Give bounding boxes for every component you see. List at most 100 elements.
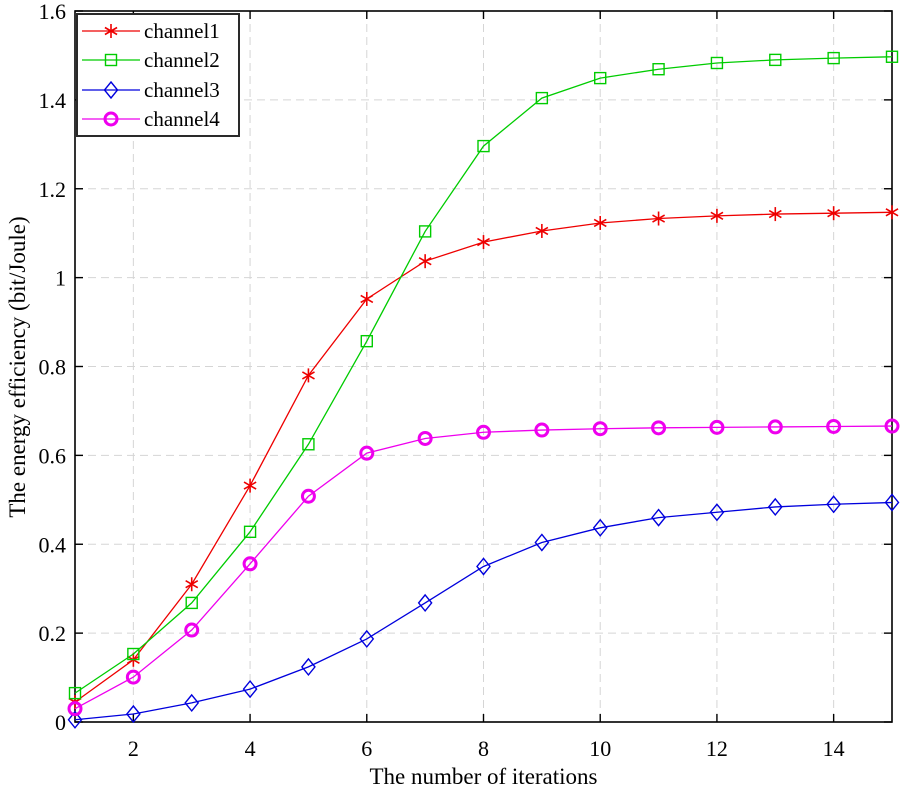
marker-diamond bbox=[767, 497, 783, 517]
y-tick-label: 1.4 bbox=[39, 88, 67, 113]
marker-circle bbox=[476, 424, 491, 440]
y-axis-label: The energy efficiency (bit/Joule) bbox=[5, 216, 30, 518]
marker-circle bbox=[125, 669, 141, 685]
series-line-channel3 bbox=[74, 501, 893, 721]
x-tick-label: 6 bbox=[361, 736, 372, 761]
y-tick-label: 0.2 bbox=[39, 621, 67, 646]
y-tick-label: 0.8 bbox=[39, 355, 67, 380]
marker-asterisk bbox=[827, 208, 841, 218]
legend-item-channel2: channel2 bbox=[78, 46, 238, 75]
marker-square bbox=[104, 54, 118, 67]
marker-square bbox=[302, 438, 315, 451]
y-tick-label: 0.6 bbox=[39, 443, 67, 468]
marker-square bbox=[185, 596, 198, 610]
marker-circle bbox=[534, 422, 550, 438]
x-tick-label: 4 bbox=[245, 736, 256, 761]
marker-circle bbox=[103, 111, 119, 127]
series-markers-channel2 bbox=[68, 50, 899, 700]
marker-square bbox=[360, 334, 373, 348]
marker-circle bbox=[184, 622, 200, 638]
marker-diamond bbox=[826, 495, 842, 514]
legend-marker-square-icon bbox=[82, 54, 140, 67]
legend-marker-circle-icon bbox=[82, 111, 140, 127]
y-tick-label: 0 bbox=[55, 710, 66, 735]
marker-asterisk bbox=[360, 294, 374, 304]
marker-diamond bbox=[534, 533, 550, 552]
marker-square bbox=[710, 56, 724, 70]
x-tick-label: 14 bbox=[823, 736, 845, 761]
marker-asterisk bbox=[885, 208, 899, 217]
marker-diamond bbox=[125, 704, 141, 724]
marker-square bbox=[68, 686, 82, 700]
marker-square bbox=[477, 139, 490, 153]
legend-item-channel3: channel3 bbox=[78, 75, 238, 104]
y-tick-label: 0.4 bbox=[39, 532, 67, 557]
marker-diamond bbox=[476, 557, 491, 576]
marker-diamond bbox=[301, 657, 316, 677]
marker-diamond bbox=[592, 518, 608, 537]
marker-square bbox=[769, 53, 782, 67]
marker-square bbox=[418, 225, 432, 238]
marker-circle bbox=[359, 445, 375, 461]
marker-square bbox=[127, 647, 140, 661]
marker-circle bbox=[826, 418, 842, 434]
y-tick-label: 1.2 bbox=[39, 177, 67, 202]
x-axis-label: The number of iterations bbox=[369, 764, 598, 789]
marker-diamond bbox=[242, 680, 258, 699]
legend-label: channel1 bbox=[144, 18, 220, 43]
marker-circle bbox=[300, 488, 316, 504]
marker-diamond bbox=[359, 629, 375, 649]
marker-circle bbox=[67, 701, 83, 717]
marker-asterisk bbox=[104, 26, 118, 35]
marker-asterisk bbox=[710, 211, 724, 221]
marker-diamond bbox=[103, 80, 119, 99]
marker-asterisk bbox=[593, 218, 607, 228]
series-line-channel4 bbox=[74, 425, 893, 710]
marker-circle bbox=[651, 420, 667, 436]
marker-asterisk bbox=[243, 481, 257, 490]
marker-square bbox=[243, 525, 257, 539]
legend-marker-diamond-icon bbox=[82, 80, 140, 99]
marker-asterisk bbox=[477, 237, 490, 247]
x-tick-label: 8 bbox=[478, 736, 489, 761]
marker-square bbox=[652, 63, 665, 76]
marker-square bbox=[827, 51, 840, 65]
series-markers-channel4 bbox=[67, 418, 900, 717]
marker-square bbox=[535, 91, 549, 105]
legend-item-channel4: channel4 bbox=[78, 105, 238, 134]
marker-square bbox=[885, 50, 899, 63]
marker-asterisk bbox=[768, 209, 782, 219]
marker-asterisk bbox=[418, 256, 432, 266]
marker-diamond bbox=[184, 693, 200, 713]
marker-diamond bbox=[417, 593, 433, 613]
x-tick-label: 10 bbox=[589, 736, 611, 761]
legend-marker-asterisk-icon bbox=[82, 23, 140, 38]
marker-asterisk bbox=[652, 214, 666, 223]
marker-square bbox=[594, 71, 607, 85]
y-tick-label: 1.6 bbox=[39, 0, 67, 24]
x-tick-label: 12 bbox=[706, 736, 728, 761]
marker-circle bbox=[417, 430, 433, 446]
y-tick-label: 1 bbox=[55, 266, 66, 291]
legend-item-channel1: channel1 bbox=[78, 16, 238, 45]
x-tick-label: 2 bbox=[128, 736, 139, 761]
marker-circle bbox=[709, 419, 725, 435]
marker-circle bbox=[884, 418, 900, 434]
marker-circle bbox=[242, 556, 258, 572]
marker-asterisk bbox=[535, 226, 549, 236]
legend-label: channel2 bbox=[144, 48, 220, 73]
marker-diamond bbox=[651, 508, 666, 527]
legend: channel1 channel2 channel3 channel4 bbox=[76, 13, 240, 137]
marker-asterisk bbox=[301, 371, 315, 380]
marker-circle bbox=[767, 419, 783, 435]
marker-circle bbox=[592, 421, 608, 437]
marker-diamond bbox=[709, 503, 725, 522]
legend-label: channel3 bbox=[144, 77, 220, 102]
series-line-channel2 bbox=[74, 56, 893, 694]
legend-label: channel4 bbox=[144, 107, 220, 132]
marker-diamond bbox=[884, 493, 900, 512]
marker-diamond bbox=[67, 710, 83, 729]
series-markers-channel3 bbox=[67, 493, 900, 729]
